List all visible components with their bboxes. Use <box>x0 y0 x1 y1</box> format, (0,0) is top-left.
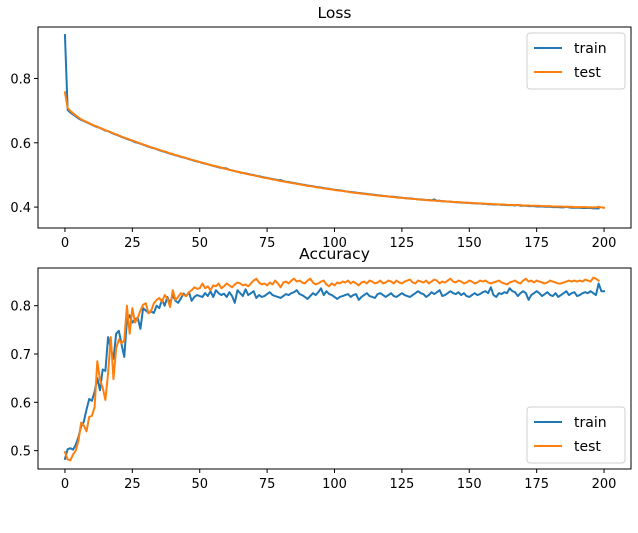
x-tick-label: 150 <box>457 236 482 251</box>
x-tick-label: 75 <box>259 477 276 492</box>
loss-chart: 0 25 50 75 100 125 150 175 200 0.4 0.6 0.8 Loss train… <box>10 4 632 251</box>
x-tick-label: 0 <box>61 477 69 492</box>
legend: train test <box>526 406 626 464</box>
legend: train test <box>526 32 626 90</box>
series-line-train <box>63 34 600 210</box>
chart-title: Loss <box>318 4 352 22</box>
y-tick-label: 0.8 <box>10 72 31 87</box>
x-tick-label: 200 <box>592 477 617 492</box>
x-tick-label: 125 <box>389 477 414 492</box>
y-tick-label: 0.6 <box>10 396 31 411</box>
x-tick-label: 25 <box>124 477 141 492</box>
series-line-test <box>63 91 606 209</box>
x-tick-label: 100 <box>322 477 347 492</box>
legend-label-train: train <box>574 41 607 57</box>
x-tick-label: 50 <box>191 236 208 251</box>
series-line-train <box>63 282 606 461</box>
y-tick-label: 0.5 <box>10 445 31 460</box>
legend-label-test: test <box>574 439 601 455</box>
accuracy-chart: 0 25 50 75 100 125 150 175 200 0.5 0.6 0.7 0.8 Accura… <box>10 245 632 492</box>
legend-label-train: train <box>574 415 607 431</box>
chart-title: Accuracy <box>299 245 370 263</box>
x-tick-label: 0 <box>61 236 69 251</box>
x-tick-label: 175 <box>524 236 549 251</box>
x-tick-label: 150 <box>457 477 482 492</box>
x-tick-label: 50 <box>191 477 208 492</box>
series-line-test <box>63 276 601 462</box>
y-tick-label: 0.8 <box>10 300 31 315</box>
x-tick-label: 175 <box>524 477 549 492</box>
x-tick-label: 100 <box>322 236 347 251</box>
x-tick-label: 25 <box>124 236 141 251</box>
legend-label-test: test <box>574 65 601 81</box>
y-tick-label: 0.6 <box>10 137 31 152</box>
x-tick-label: 75 <box>259 236 276 251</box>
y-tick-label: 0.7 <box>10 348 31 363</box>
y-tick-label: 0.4 <box>10 201 31 216</box>
x-tick-label: 200 <box>592 236 617 251</box>
x-tick-label: 125 <box>389 236 414 251</box>
